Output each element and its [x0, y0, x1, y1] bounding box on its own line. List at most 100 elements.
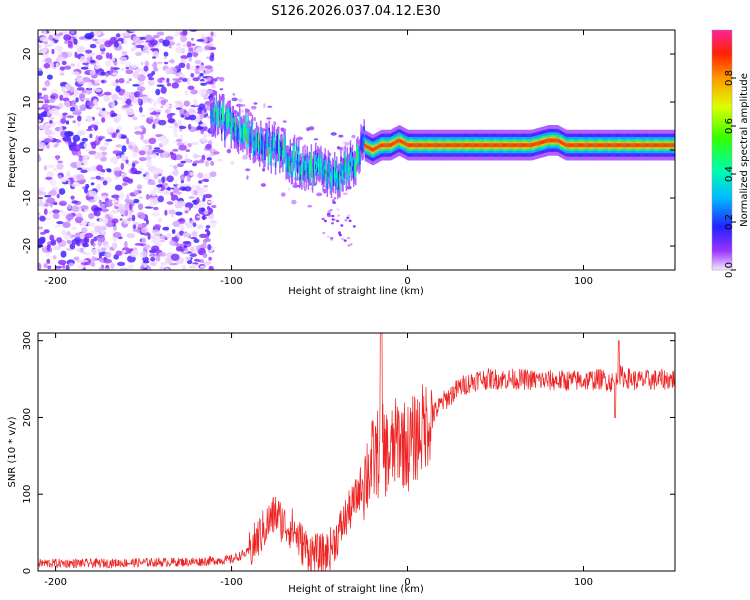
spectrogram-speckle: [205, 134, 212, 137]
spectrogram-speckle: [159, 265, 164, 270]
spectrogram-ridge-cell: [223, 107, 225, 117]
spectrogram-speckle: [85, 49, 93, 54]
spectrogram-ridge-cell: [561, 140, 563, 145]
spectrogram-speckle: [49, 104, 53, 110]
spectrogram-speckle: [56, 162, 64, 170]
spectrogram-ridge-cell: [360, 136, 362, 146]
spectrogram-speckle: [188, 107, 194, 114]
colorbar-label: Normalized spectral amplitude: [739, 73, 750, 227]
spectrogram-speckle: [80, 162, 85, 166]
spectrogram-ridge-cell: [568, 143, 570, 148]
spectrogram-speckle: [93, 207, 102, 211]
spectrogram-ridge-cell: [375, 146, 377, 151]
spectrogram-ridge-cell: [635, 143, 638, 148]
spectrogram-speckle: [166, 113, 173, 120]
spectrogram-speckle: [207, 244, 212, 251]
spectrogram-speckle: [92, 38, 98, 42]
spectrogram-speckle: [95, 135, 99, 143]
spectrogram-ridge-cell: [467, 143, 469, 148]
spectrogram-speckle: [132, 228, 141, 232]
spectrogram-speckle: [202, 132, 207, 139]
spectrogram-ridge-cell: [653, 143, 656, 148]
spectrogram-speckle: [141, 227, 148, 234]
spectrogram-speckle: [43, 138, 52, 143]
spectrogram-ridge-cell: [419, 143, 421, 148]
spectrogram-speckle: [168, 44, 172, 49]
spectrogram-speckle: [59, 72, 65, 76]
snr-ylabel: SNR (10 * v/v): [7, 416, 18, 487]
spectrogram-speckle: [169, 67, 173, 75]
spectrogram-ridge-cell: [612, 143, 615, 148]
spectrogram-speckle: [181, 264, 187, 270]
spectrogram-ridge-cell: [493, 143, 495, 148]
spectrogram-ridge-cell: [545, 139, 547, 144]
colorbar-gradient: [712, 30, 732, 270]
spectrogram-ridge-cell: [509, 143, 511, 148]
spectrogram-speckle: [58, 200, 67, 207]
spectrogram-speckle: [86, 101, 95, 107]
spectrogram-speckle: [349, 243, 353, 246]
spectrogram-speckle: [48, 116, 56, 121]
spectrogram-speckle: [64, 131, 73, 137]
spectrogram-ridge-cell: [254, 140, 257, 150]
spectrogram-speckle: [292, 184, 299, 189]
spectrogram-speckle: [145, 219, 149, 225]
spectrogram-speckle: [57, 160, 64, 164]
spectrogram-speckle: [336, 219, 340, 223]
spectrogram-ridge-cell: [474, 143, 476, 148]
spectrogram-speckle: [323, 219, 327, 223]
spectrogram-speckle: [199, 265, 206, 269]
spectrogram-speckle: [206, 206, 211, 211]
spectrogram-speckle: [85, 183, 90, 189]
spectrogram-ridge-cell: [426, 143, 429, 148]
spectrogram-speckle: [246, 175, 249, 180]
spectrogram-speckle: [155, 255, 161, 262]
spectrogram-ridge-cell: [500, 143, 503, 148]
spectrogram-speckle: [263, 103, 266, 108]
spectrogram-speckle: [38, 69, 43, 76]
spectrogram-speckle: [160, 86, 167, 94]
spectrogram-speckle: [338, 232, 341, 235]
spectrogram-ridge-cell: [273, 137, 276, 147]
spectrogram-speckle: [190, 89, 198, 95]
spectrogram-speckle: [287, 187, 291, 191]
spectrogram-ridge-cell: [412, 143, 414, 148]
spectrogram-speckle: [177, 219, 185, 222]
spectrogram-speckle: [121, 99, 126, 105]
spectrogram-ridge-cell: [458, 143, 460, 148]
spectrogram-speckle: [85, 128, 94, 132]
spectrogram-speckle: [180, 55, 188, 60]
spectrogram-speckle: [126, 233, 135, 239]
spectrogram-speckle: [130, 47, 135, 52]
spectrogram-speckle: [66, 239, 72, 245]
spectrogram-ridge-cell: [540, 140, 543, 145]
spectrogram-ridge-cell: [507, 143, 509, 148]
spectrogram-speckle: [151, 62, 158, 68]
spectrogram-speckle: [322, 231, 326, 235]
spectrogram-speckle: [202, 197, 206, 202]
spectrogram-ridge-cell: [319, 160, 321, 171]
spectrogram-speckle: [165, 36, 174, 40]
spectrogram-ridge-cell: [311, 171, 314, 181]
spectrogram-ridge-cell: [443, 143, 446, 148]
spectrogram-speckle: [331, 222, 334, 225]
spectrogram-speckle: [135, 40, 145, 44]
spectrogram-speckle: [82, 186, 86, 190]
spectrogram-ridge-cell: [633, 143, 636, 148]
spectrogram-speckle: [167, 118, 175, 124]
spectrogram-image: [38, 30, 675, 270]
spectrogram-ridge-cell: [328, 164, 331, 174]
spectrogram-ridge-cell: [322, 169, 324, 180]
spectrogram-speckle: [210, 160, 214, 166]
spectrogram-ridge-cell: [370, 147, 373, 152]
spectrogram-speckle: [62, 221, 71, 228]
spectrogram-ridge-cell: [361, 139, 363, 149]
spectrogram-ridge-cell: [470, 143, 472, 148]
spectrogram-speckle: [94, 225, 102, 233]
spectrogram-speckle: [176, 42, 181, 47]
spectrogram-ridge-cell: [394, 141, 396, 145]
spectrogram-speckle: [133, 198, 140, 204]
spectrogram-ridge-cell: [304, 160, 306, 171]
spectrogram-ridge-cell: [410, 143, 412, 148]
spectrogram-speckle: [183, 141, 189, 146]
